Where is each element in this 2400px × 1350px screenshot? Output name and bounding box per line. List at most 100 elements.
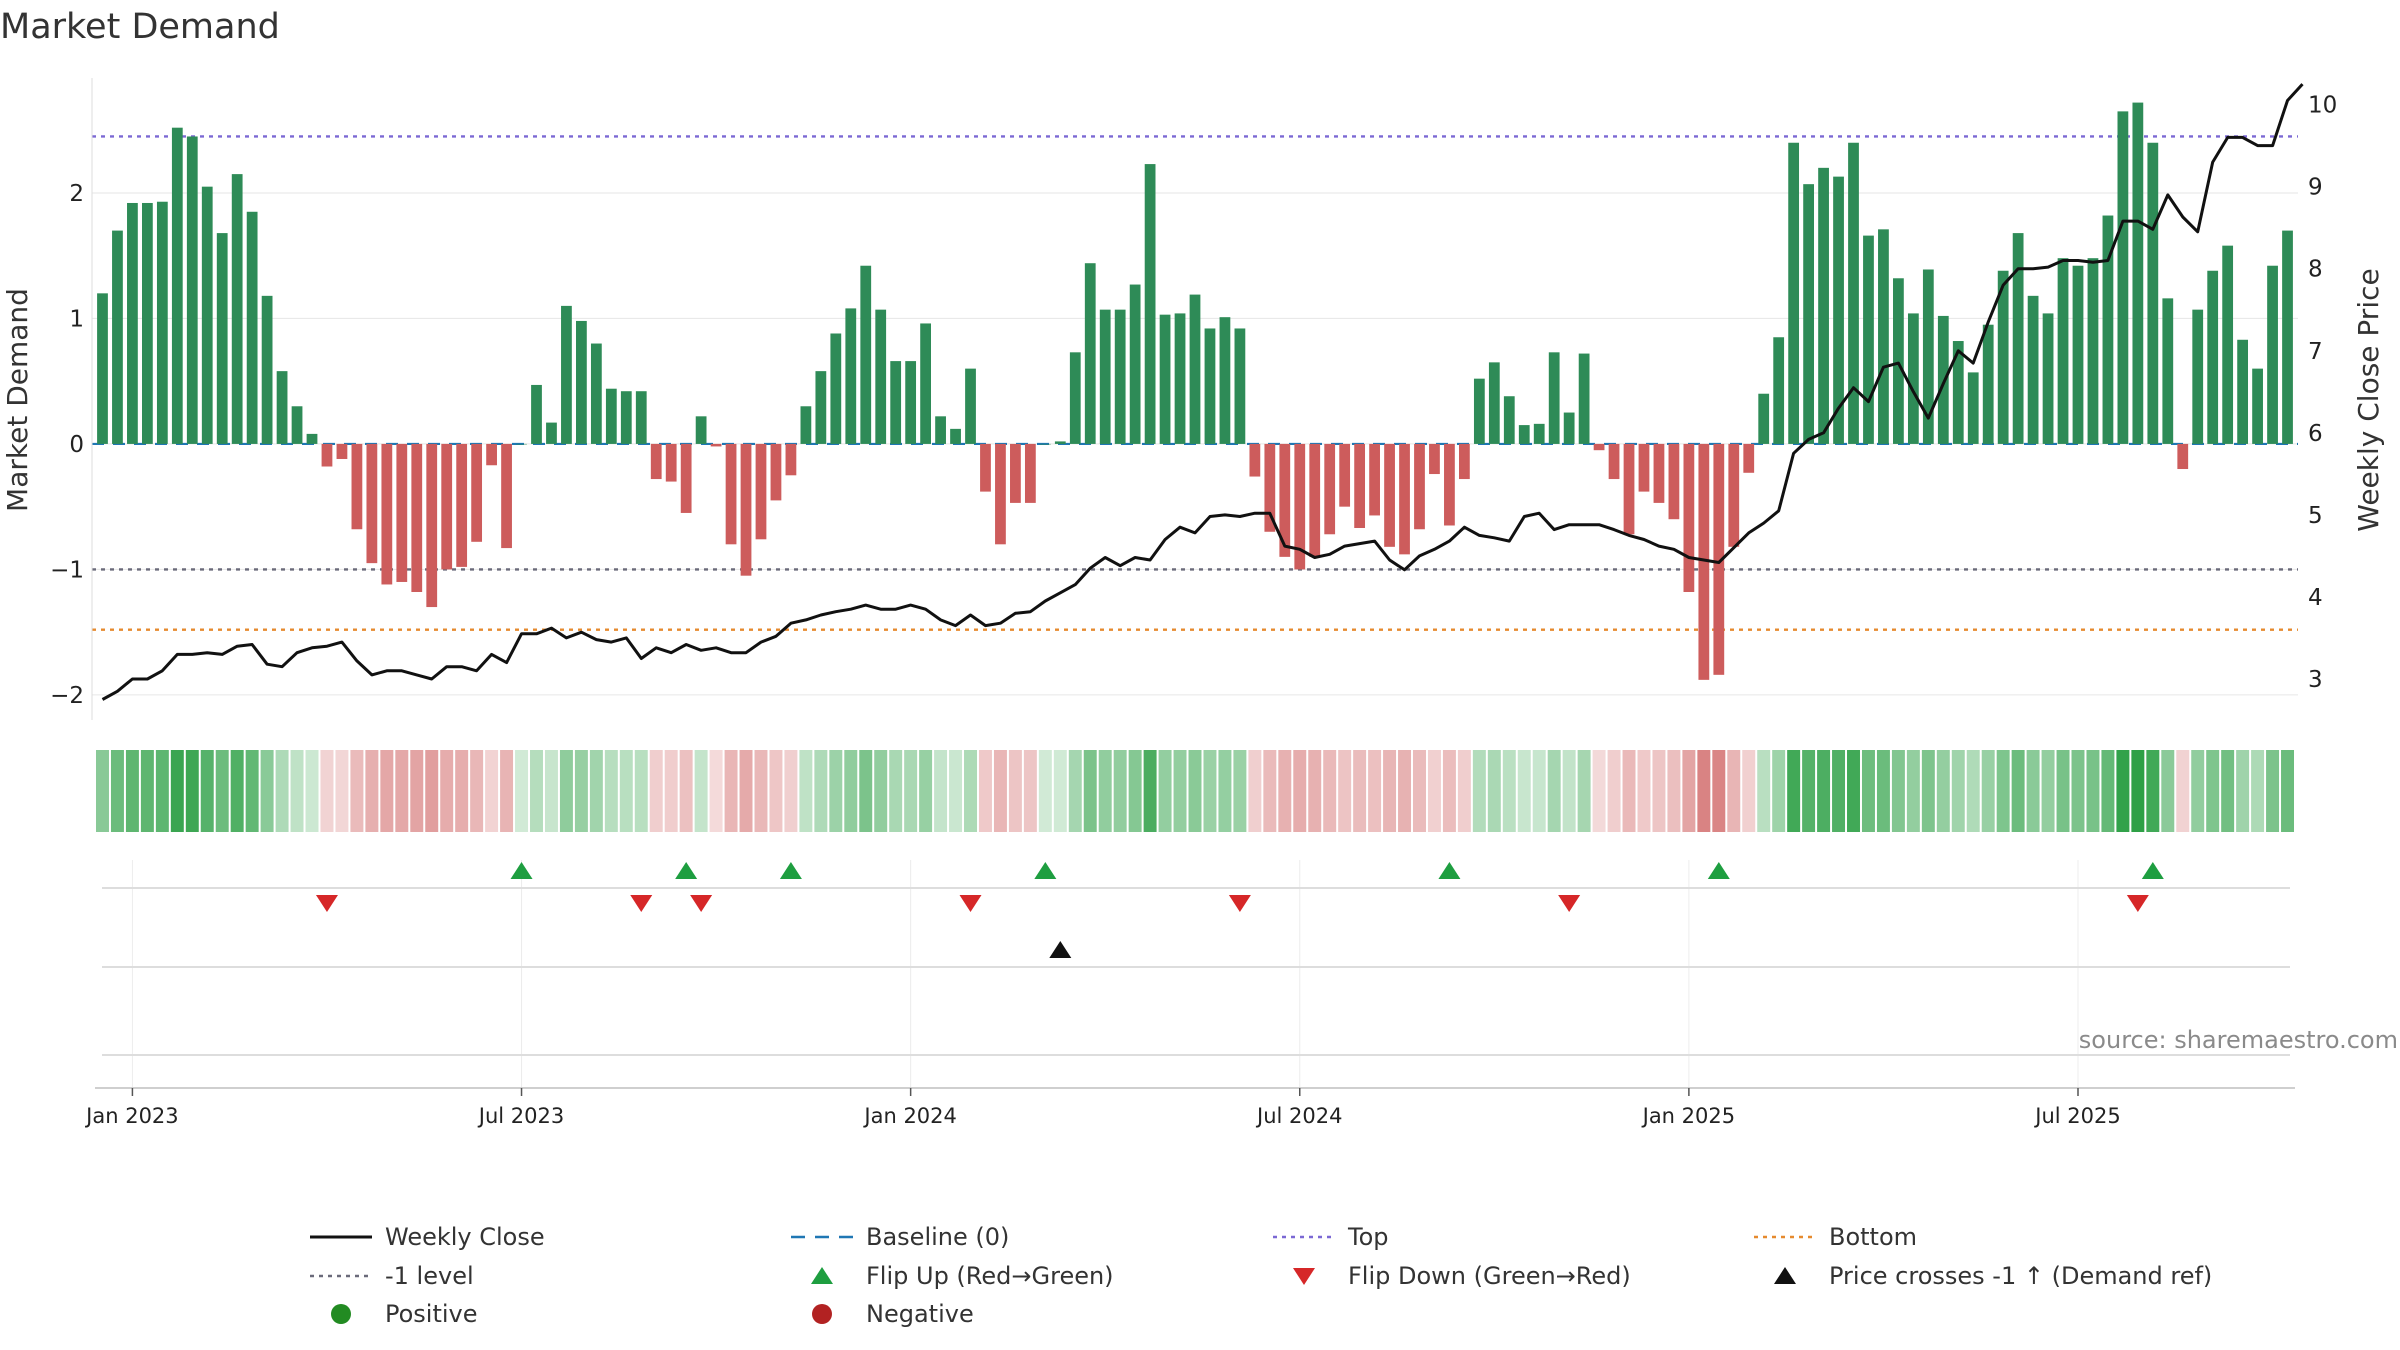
heatmap-cell xyxy=(1143,750,1157,832)
demand-bar xyxy=(471,443,483,542)
demand-bar xyxy=(980,443,991,492)
y-right-tick-label: 5 xyxy=(2308,503,2323,529)
heatmap-cell xyxy=(1517,750,1531,832)
demand-bar xyxy=(1189,294,1201,444)
heatmap-cell xyxy=(2086,750,2100,832)
demand-bar xyxy=(501,443,512,549)
demand-bar xyxy=(246,211,258,444)
demand-bar xyxy=(1548,352,1560,444)
y-right-tick-label: 6 xyxy=(2308,421,2323,447)
demand-bar xyxy=(815,371,827,444)
heatmap-cell xyxy=(1083,750,1097,832)
heatmap-cell xyxy=(1173,750,1187,832)
demand-bar xyxy=(1653,443,1665,503)
x-tick-label: Jan 2024 xyxy=(862,1104,957,1128)
heatmap-cell xyxy=(1502,750,1516,832)
heatmap-cell xyxy=(125,750,139,832)
demand-bar xyxy=(1982,324,1994,444)
heatmap-cell xyxy=(1308,750,1322,832)
demand-bar xyxy=(665,443,677,482)
heatmap-cell xyxy=(2221,750,2235,832)
legend-label: Negative xyxy=(866,1300,974,1328)
demand-bar xyxy=(336,443,348,459)
heatmap-cell xyxy=(1951,750,1965,832)
demand-bar xyxy=(291,406,303,444)
demand-bar xyxy=(1833,176,1844,444)
heatmap-cell xyxy=(320,750,334,832)
flip-down-marker xyxy=(1558,895,1581,912)
demand-bar xyxy=(561,305,572,444)
heatmap-cell xyxy=(275,750,289,832)
demand-bar xyxy=(2087,258,2099,444)
demand-bar xyxy=(1893,278,1904,444)
source-label: source: sharemaestro.com xyxy=(2079,1026,2398,1054)
demand-bar xyxy=(1039,443,1051,445)
heatmap-cell xyxy=(1742,750,1756,832)
demand-bar xyxy=(785,443,797,476)
price-cross-marker xyxy=(1049,941,1072,958)
heatmap-cell xyxy=(1547,750,1561,832)
legend-item: -1 level xyxy=(310,1262,474,1290)
y-right-tick-label: 7 xyxy=(2308,339,2323,365)
heatmap-cell xyxy=(1128,750,1142,832)
legend: Weekly Close Baseline (0) Top Bottom -1 leve… xyxy=(310,1223,2212,1328)
demand-bar xyxy=(800,406,812,444)
demand-bar xyxy=(2072,265,2084,444)
demand-bar xyxy=(860,265,872,444)
demand-bar xyxy=(740,443,752,576)
heatmap-cell xyxy=(1158,750,1172,832)
heatmap-cell xyxy=(1338,750,1352,832)
heatmap-cell xyxy=(664,750,678,832)
demand-bar xyxy=(441,443,453,570)
heatmap-cell xyxy=(949,750,963,832)
demand-bar xyxy=(1593,443,1605,451)
y-left-tick-label: −1 xyxy=(50,557,84,583)
heatmap-cell xyxy=(1802,750,1816,832)
event-markers xyxy=(315,862,2164,958)
x-axis: Jan 2023 Jul 2023 Jan 2024 Jul 2024 Jan 2025… xyxy=(84,1087,2295,1128)
demand-bar xyxy=(1069,352,1081,444)
legend-triangle-up-swatch xyxy=(1774,1267,1796,1284)
y-left-tick-label: 0 xyxy=(69,432,84,458)
heatmap-cell xyxy=(724,750,738,832)
x-tick-label: Jul 2023 xyxy=(477,1104,564,1128)
heatmap-cell xyxy=(1727,750,1741,832)
demand-bar xyxy=(1309,443,1321,557)
heatmap-cell xyxy=(919,750,933,832)
heatmap-cell xyxy=(769,750,783,832)
legend-item: Weekly Close xyxy=(310,1223,545,1251)
heatmap-cell xyxy=(1966,750,1980,832)
heatmap-cell xyxy=(2161,750,2175,832)
flip-up-marker xyxy=(510,862,533,879)
demand-bar xyxy=(1758,393,1770,444)
demand-bar xyxy=(1369,443,1380,516)
heatmap-cell xyxy=(2101,750,2115,832)
flip-down-marker xyxy=(690,895,713,912)
demand-bar xyxy=(680,443,692,513)
demand-bar xyxy=(725,443,737,545)
demand-bar xyxy=(695,416,707,444)
demand-bar xyxy=(1803,184,1814,444)
demand-bar xyxy=(2132,102,2144,444)
y-right-tick-label: 8 xyxy=(2308,257,2323,283)
heatmap-cell xyxy=(829,750,843,832)
demand-bar xyxy=(1488,362,1500,444)
x-tick-label: Jan 2023 xyxy=(84,1104,179,1128)
demand-bar xyxy=(1728,443,1740,547)
heatmap-cell xyxy=(739,750,753,832)
heatmap-cell xyxy=(305,750,319,832)
flip-up-marker xyxy=(1707,862,1730,879)
demand-bar xyxy=(620,391,632,444)
chart-title: Market Demand xyxy=(0,7,280,47)
flip-down-marker xyxy=(959,895,982,912)
legend-circle-swatch xyxy=(331,1304,351,1324)
demand-bar xyxy=(201,186,213,444)
heatmap-cell xyxy=(1248,750,1262,832)
demand-bar xyxy=(1638,443,1650,492)
demand-bar xyxy=(411,443,423,592)
heatmap-cell xyxy=(679,750,693,832)
heatmap-cell xyxy=(2176,750,2190,832)
heatmap-cell xyxy=(1817,750,1831,832)
heatmap-cell xyxy=(1457,750,1471,832)
demand-bar xyxy=(2057,258,2069,444)
